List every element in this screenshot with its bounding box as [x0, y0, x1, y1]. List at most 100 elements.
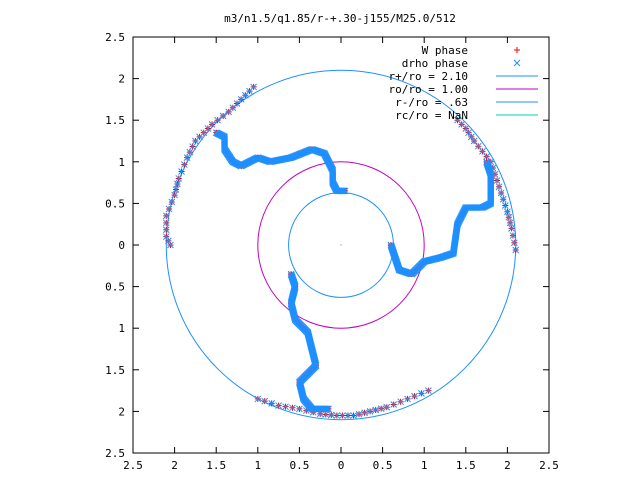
drho-phase-point [316, 410, 324, 418]
drho-phase-point [325, 405, 332, 413]
drho-phase-point [467, 133, 475, 141]
drho-phase-point [383, 403, 391, 411]
drho-phase-point [344, 412, 352, 419]
drho-phase-point [172, 186, 180, 193]
drho-phase-point [168, 198, 176, 206]
drho-phase-point [309, 408, 317, 416]
x-tick-label: 1 [254, 459, 261, 472]
drho-phase-point [167, 241, 174, 249]
drho-phase-point [491, 170, 499, 178]
drho-phase-point [162, 233, 170, 241]
drho-phase-point [254, 395, 262, 403]
drho-phase-point [508, 225, 515, 232]
drho-phase-point [171, 191, 178, 199]
drho-phase-point [178, 168, 185, 175]
y-tick-label: 2.5 [105, 447, 125, 460]
drho-phase-point [418, 390, 425, 397]
drho-phase-point [489, 164, 497, 172]
drho-phase-point [289, 404, 296, 412]
drho-phase-point [192, 137, 199, 145]
drho-phase-point [390, 401, 398, 408]
x-tick-label: 0 [338, 459, 345, 472]
y-tick-label: 2.5 [105, 31, 125, 44]
reference-circles [165, 69, 517, 421]
drho-phase-point [487, 158, 495, 166]
drho-phase-point [162, 212, 170, 220]
drho-phase-point [175, 175, 183, 182]
x-tick-label: 0.5 [289, 459, 309, 472]
x-tick-label: 1.5 [206, 459, 226, 472]
drho-phase-point [282, 403, 289, 411]
drho-phase-point [296, 405, 303, 413]
drho-phase-point [397, 398, 404, 406]
drho-phase-point [302, 407, 310, 414]
drho-phase-point [322, 411, 330, 418]
drho-phase-point [322, 405, 329, 413]
y-tick-label: 0.5 [105, 197, 125, 210]
y-tick-label: 2 [118, 73, 125, 86]
circle-r-ro-2-10 [165, 69, 517, 421]
drho-phase-point [339, 412, 346, 419]
drho-phase-point [333, 412, 341, 419]
drho-phase-point [261, 397, 269, 405]
drho-phase-point [470, 137, 478, 145]
drho-phase-point [174, 180, 181, 188]
x-tick-label: 2.5 [539, 459, 559, 472]
chart-title: m3/n1.5/q1.85/r-+.30-j155/M25.0/512 [224, 12, 456, 25]
drho-phase-point [361, 409, 368, 417]
drho-phase-point [162, 226, 170, 234]
legend-marker [514, 47, 520, 53]
drho-phase-point [275, 402, 282, 409]
drho-phase-point [327, 411, 335, 419]
legend-marker [513, 59, 521, 67]
legend-label: W phase [422, 44, 468, 57]
drho-phase-point [323, 405, 330, 413]
x-tick-label: 1.5 [456, 459, 476, 472]
drho-phase-point [462, 125, 470, 132]
drho-phase-point [372, 406, 380, 414]
x-tick-label: 2 [504, 459, 511, 472]
drho-phase-point [510, 239, 518, 247]
drho-phase-point [165, 205, 173, 213]
drho-phase-point [366, 408, 374, 415]
y-tick-label: 2 [118, 405, 125, 418]
drho-phase-point [425, 387, 432, 394]
drho-phase-point [506, 219, 514, 227]
drho-phase-point [268, 400, 276, 407]
drho-phase-point [404, 395, 411, 403]
x-tick-label: 1 [421, 459, 428, 472]
data-points [162, 47, 521, 419]
drho-phase-point [350, 412, 357, 419]
x-tick-label: 0.5 [373, 459, 393, 472]
drho-phase-point [497, 189, 505, 197]
drho-phase-point [493, 177, 501, 184]
drho-phase-point [512, 246, 520, 254]
drho-phase-point [509, 232, 517, 239]
center-dot [340, 244, 342, 246]
drho-phase-point [162, 219, 170, 227]
drho-phase-point [479, 148, 486, 155]
drho-phase-point [189, 143, 196, 150]
y-tick-label: 1.5 [105, 364, 125, 377]
drho-phase-point [186, 148, 194, 156]
circle-ro-ro-1-00 [257, 161, 425, 329]
drho-phase-point [495, 183, 503, 191]
legend-label: r-/ro = .63 [395, 96, 468, 109]
y-tick-label: 0.5 [105, 281, 125, 294]
drho-phase-point [501, 202, 509, 209]
drho-phase-point [324, 405, 331, 413]
legend-label: drho phase [402, 57, 468, 70]
drho-phase-point [505, 213, 513, 221]
drho-phase-point [214, 116, 221, 124]
drho-phase-point [474, 142, 482, 150]
legend-label: r+/ro = 2.10 [389, 70, 468, 83]
drho-phase-point [483, 153, 490, 160]
drho-phase-point [411, 392, 418, 400]
legend-label: ro/ro = 1.00 [389, 83, 468, 96]
y-tick-label: 1 [118, 322, 125, 335]
drho-phase-point [377, 405, 385, 412]
drho-phase-point [225, 108, 233, 116]
drho-phase-point [180, 161, 188, 168]
